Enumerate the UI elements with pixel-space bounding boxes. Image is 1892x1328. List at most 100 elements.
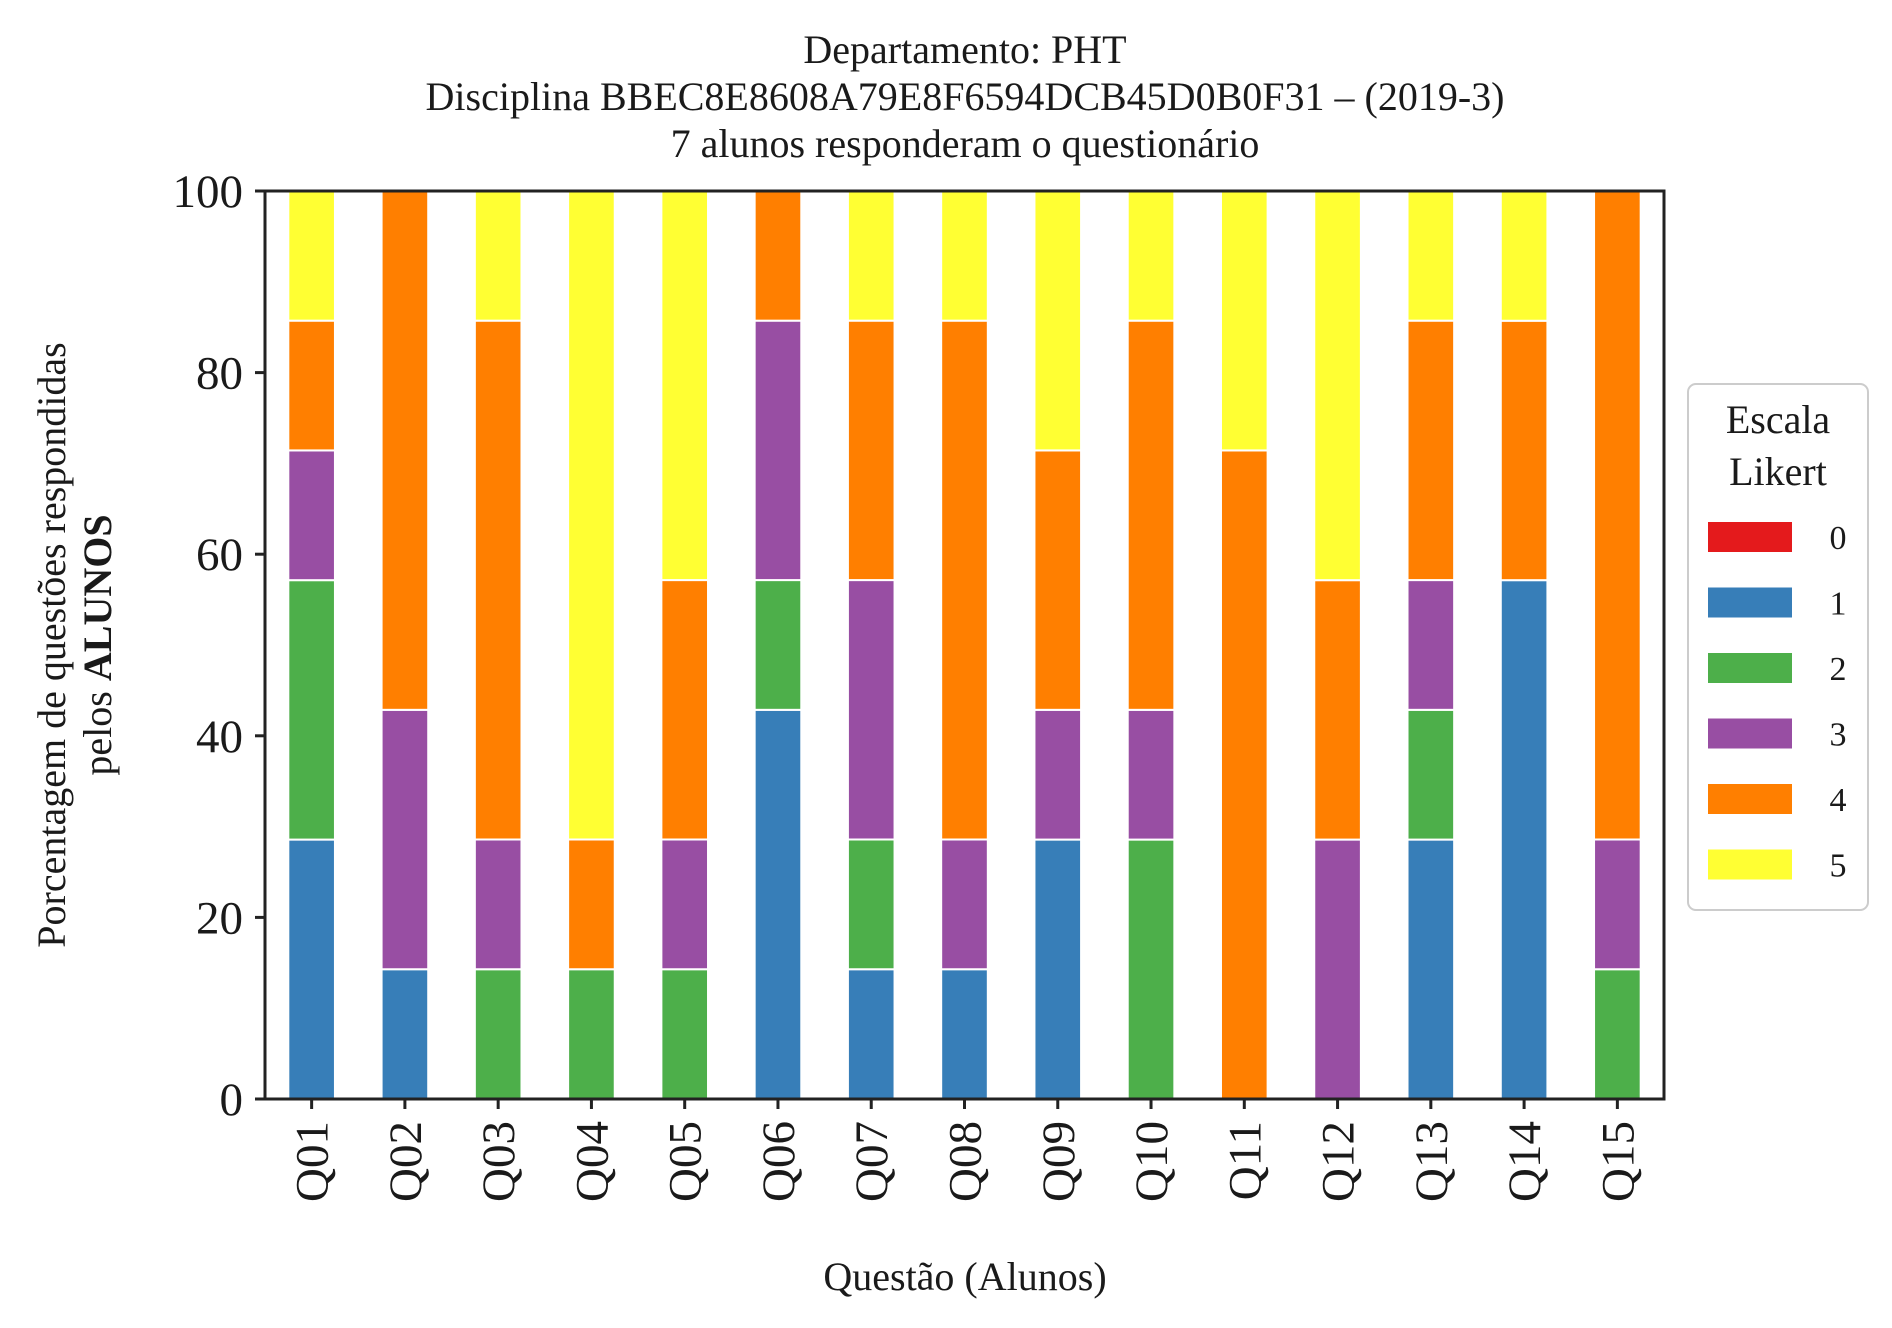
x-tick-label-Q10: Q10: [1126, 1121, 1178, 1202]
legend-title-line-1: Escala: [1726, 397, 1831, 442]
x-tick-label-Q01: Q01: [287, 1121, 339, 1202]
bars: [287, 189, 1642, 1101]
bar-Q14-level-5: [1499, 190, 1549, 322]
bar-Q12-level-4: [1313, 579, 1362, 841]
bar-Q03-level-4: [473, 319, 523, 841]
y-axis-ticks: 0 20 40 60 80 100: [173, 166, 265, 1126]
bar-Q02-level-4: [380, 190, 430, 711]
legend-label-3: 3: [1830, 717, 1847, 754]
y-tick-label-100: 100: [173, 166, 244, 218]
bar-Q03-level-2: [473, 968, 523, 1101]
bar-Q15-level-4: [1593, 189, 1642, 841]
x-tick-label-Q04: Q04: [566, 1121, 618, 1202]
bar-Q12-level-5: [1313, 190, 1362, 582]
title-line-1: Departamento: PHT: [803, 27, 1126, 72]
bar-Q08-level-3: [940, 838, 989, 971]
y-axis-label-line-2: pelos ALUNOS: [75, 514, 120, 775]
bar-Q05-level-2: [660, 968, 710, 1101]
bar-Q10-level-3: [1126, 708, 1176, 841]
y-tick-label-20: 20: [196, 892, 243, 944]
bar-Q03-level-3: [473, 838, 523, 971]
bar-Q06-level-1: [753, 708, 803, 1100]
bar-Q14-level-4: [1499, 319, 1549, 582]
bar-Q04-level-5: [567, 189, 616, 841]
legend: Escala Likert 0 1 2 3 4 5: [1687, 383, 1869, 911]
legend-swatch-1: [1708, 587, 1792, 618]
y-axis-label-line-1: Porcentagem de questões respondidas: [29, 342, 74, 947]
bar-Q07-level-1: [846, 968, 896, 1101]
bar-Q11-level-4: [1219, 449, 1269, 1100]
bar-Q08-level-5: [940, 189, 989, 322]
bar-Q13-level-1: [1406, 838, 1456, 1100]
bar-Q06-level-3: [753, 319, 803, 582]
bar-Q02-level-1: [380, 968, 430, 1101]
bar-Q13-level-4: [1406, 319, 1456, 582]
legend-items: 0 1 2 3 4 5: [1708, 520, 1847, 885]
bar-Q07-level-4: [846, 319, 896, 582]
bar-Q06-level-2: [753, 579, 803, 711]
y-axis-label-prefix: pelos: [75, 691, 120, 775]
bar-Q15-level-2: [1593, 968, 1642, 1101]
legend-swatch-0: [1708, 522, 1792, 552]
bar-Q05-level-3: [660, 838, 710, 971]
bar-Q04-level-4: [567, 838, 616, 971]
legend-label-4: 4: [1830, 782, 1847, 819]
x-axis-ticks: Q01 Q02 Q03 Q04 Q05 Q06 Q07 Q08 Q09 Q10 Q11 Q12 Q13 Q…: [287, 1099, 1644, 1202]
legend-swatch-2: [1708, 653, 1792, 683]
bar-Q09-level-4: [1033, 449, 1083, 711]
bar-Q01-level-3: [287, 449, 336, 582]
plot-frame: [263, 189, 1666, 1101]
y-tick-label-60: 60: [196, 529, 243, 581]
legend-box: [1687, 383, 1869, 911]
bar-Q02-level-3: [380, 708, 430, 971]
x-tick-label-Q06: Q06: [753, 1121, 805, 1202]
bar-Q09-level-5: [1033, 190, 1083, 452]
x-tick-label-Q12: Q12: [1313, 1121, 1365, 1202]
bar-Q07-level-2: [846, 838, 896, 971]
x-tick-label-Q03: Q03: [473, 1121, 525, 1202]
bar-Q15-level-3: [1593, 838, 1642, 971]
bar-Q05-level-4: [660, 579, 710, 841]
bar-Q04-level-2: [567, 968, 616, 1101]
legend-label-1: 1: [1830, 586, 1847, 623]
bar-Q10-level-4: [1126, 319, 1176, 711]
x-tick-label-Q13: Q13: [1406, 1121, 1458, 1202]
bar-Q13-level-2: [1406, 708, 1456, 841]
bar-Q01-level-2: [287, 579, 336, 841]
chart-title: Departamento: PHT Disciplina BBEC8E8608A…: [426, 27, 1505, 166]
legend-title-line-2: Likert: [1729, 449, 1827, 494]
y-tick-label-0: 0: [220, 1074, 244, 1126]
x-tick-label-Q09: Q09: [1033, 1121, 1085, 1202]
bar-Q14-level-1: [1499, 579, 1549, 1100]
legend-label-5: 5: [1830, 848, 1847, 885]
bar-Q13-level-5: [1406, 189, 1456, 322]
x-tick-label-Q14: Q14: [1499, 1121, 1551, 1202]
bar-Q07-level-5: [846, 189, 896, 322]
title-line-2: Disciplina BBEC8E8608A79E8F6594DCB45D0B0…: [426, 74, 1505, 119]
legend-label-0: 0: [1830, 520, 1847, 557]
x-tick-label-Q15: Q15: [1592, 1121, 1644, 1202]
legend-label-2: 2: [1830, 651, 1847, 688]
bar-Q01-level-4: [287, 319, 336, 452]
title-line-3: 7 alunos responderam o questionário: [671, 121, 1260, 166]
y-axis-label: Porcentagem de questões respondidas pelo…: [29, 342, 120, 947]
bar-Q10-level-5: [1126, 189, 1176, 322]
bar-Q09-level-3: [1033, 708, 1083, 841]
bar-Q12-level-3: [1313, 838, 1362, 1100]
y-tick-label-80: 80: [196, 348, 243, 400]
y-tick-label-40: 40: [196, 711, 243, 763]
bar-Q08-level-4: [940, 319, 989, 841]
legend-swatch-3: [1708, 718, 1792, 749]
x-tick-label-Q05: Q05: [660, 1121, 712, 1202]
x-tick-label-Q07: Q07: [846, 1121, 898, 1202]
bar-Q01-level-1: [287, 838, 336, 1100]
x-tick-label-Q08: Q08: [940, 1121, 992, 1202]
bar-Q11-level-5: [1219, 190, 1269, 452]
bar-Q13-level-3: [1406, 579, 1456, 711]
y-axis-label-bold: ALUNOS: [75, 514, 120, 681]
bar-Q10-level-2: [1126, 838, 1176, 1100]
bar-Q06-level-4: [753, 189, 803, 322]
x-tick-label-Q02: Q02: [380, 1121, 432, 1202]
